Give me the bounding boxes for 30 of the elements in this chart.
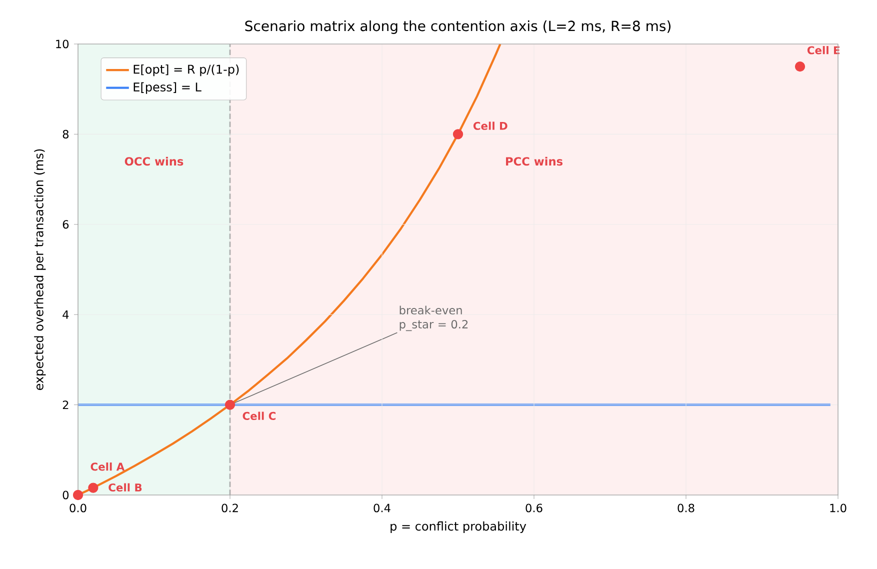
point (452, 129, 464, 140)
x-tick-label: 1.0 (830, 504, 846, 512)
y-axis-title: expected overhead per transaction (ms) (34, 149, 46, 390)
chart-title: Scenario matrix along the contention axis (L=2 ms, R=8 ms) (245, 20, 671, 34)
x-axis-title: p = conflict probability (390, 521, 526, 534)
ref-line-label: break-even p_star = 0.2 (400, 306, 468, 332)
band-label: OCC wins (124, 156, 184, 166)
annotation: Cell C (242, 412, 276, 420)
y-tick-label: 4 (62, 310, 69, 319)
y-tick-label: 0 (62, 490, 69, 500)
x-tick-label: 0.2 (222, 504, 238, 512)
annotation: Cell A (90, 462, 125, 471)
x-tick-label: 0.0 (70, 504, 86, 512)
point (224, 400, 236, 410)
annotation: Cell E (807, 46, 840, 54)
band-label: PCC wins (506, 156, 563, 166)
x-tick-label: 0.4 (374, 504, 390, 512)
x-tick-label: 0.6 (526, 504, 542, 512)
y-tick-label: 8 (62, 130, 69, 138)
point (72, 490, 84, 500)
legend-label: E[opt] = R p/(1-p) (134, 64, 239, 76)
point (794, 61, 806, 72)
y-tick-label: 6 (62, 220, 69, 229)
y-tick-label: 10 (56, 40, 69, 48)
x-tick-label: 0.8 (678, 504, 694, 512)
legend-label: E[pess] = L (134, 82, 202, 94)
annotation: Cell B (108, 483, 142, 492)
point (88, 482, 98, 493)
annotation: Cell D (473, 122, 508, 130)
y-tick-label: 2 (62, 400, 68, 410)
